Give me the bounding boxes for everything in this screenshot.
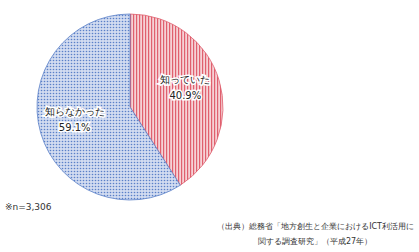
labels: 知っていた 40.9% 知らなかった 59.1% bbox=[45, 74, 211, 134]
slice-label: 知っていた bbox=[160, 74, 210, 85]
chart: 知っていた 40.9% 知らなかった 59.1% ※n=3,306 （出典）総務省「地方創… bbox=[0, 0, 419, 252]
slice bbox=[37, 14, 180, 200]
annotation: （出典）総務省「地方創生と企業におけるICT利活用に bbox=[217, 222, 414, 231]
annotation: 関する調査研究」（平成27年） bbox=[258, 237, 372, 246]
data-label: 59.1% bbox=[59, 122, 91, 133]
slice-label: 知らなかった bbox=[45, 106, 105, 117]
pie bbox=[37, 14, 223, 200]
annotation: ※n=3,306 bbox=[5, 202, 52, 212]
data-label: 40.9% bbox=[169, 90, 201, 101]
